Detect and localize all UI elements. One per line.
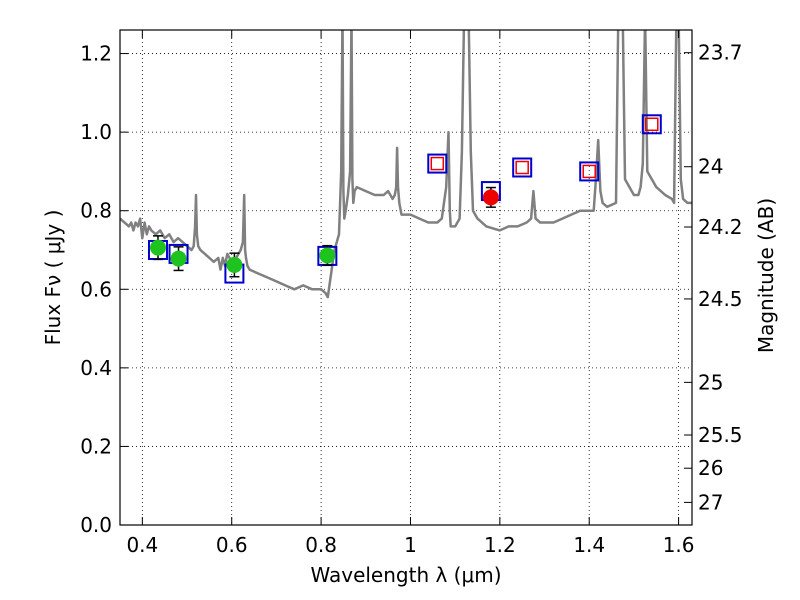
y-tick-label: 0.0: [80, 513, 112, 537]
model-photometry-square: [427, 153, 448, 174]
y2-tick-label: 26: [698, 456, 723, 480]
plot-area: [120, 30, 692, 299]
observed-point: [170, 250, 187, 267]
y2-tick-label: 24: [698, 155, 723, 179]
observed-point: [319, 247, 336, 264]
y2-tick-label: 25.5: [698, 423, 743, 447]
observed-point: [482, 189, 499, 206]
y-axis-label: Flux Fν ( μJy ): [41, 210, 65, 346]
y2-tick-label: 25: [698, 370, 723, 394]
y-tick-label: 0.6: [80, 277, 112, 301]
tick-marks: [120, 30, 692, 526]
x-tick-label: 1.2: [484, 533, 516, 557]
y2-tick-label: 23.7: [698, 41, 743, 65]
x-tick-label: 0.6: [216, 533, 248, 557]
y2-axis-label: Magnitude (AB): [754, 198, 778, 353]
upper-limit-square: [645, 117, 659, 132]
model-photometry-square: [512, 157, 533, 178]
x-tick-label: 1.6: [663, 533, 695, 557]
y-tick-label: 0.8: [80, 199, 112, 223]
x-tick-label: 0.8: [305, 533, 337, 557]
x-tick-label: 1.4: [573, 533, 605, 557]
y-tick-label: 0.4: [80, 356, 112, 380]
grid: [120, 30, 692, 526]
upper-limit-square: [582, 164, 596, 179]
model-photometry-square: [641, 114, 662, 135]
tick-labels: 0.4 0.6 0.8 1 1.2 1.4 1.6 0.0 0.2 0.4 0.6 0.8 1.0 1.2…: [80, 41, 742, 557]
y-tick-label: 0.2: [80, 434, 112, 458]
axes-frame: [119, 29, 693, 526]
x-tick-label: 0.4: [126, 533, 158, 557]
x-axis-label: Wavelength λ (μm): [310, 563, 501, 587]
y-tick-label: 1.0: [80, 120, 112, 144]
upper-limit-square: [515, 160, 529, 175]
upper-limit-square: [430, 156, 445, 171]
plot-frame: [119, 29, 693, 526]
y2-tick-label: 24.2: [698, 215, 743, 239]
spectrum-line: [120, 30, 692, 299]
observed-point: [149, 239, 166, 256]
x-tick-label: 1: [404, 533, 417, 557]
y-tick-label: 1.2: [80, 42, 112, 66]
y2-tick-label: 27: [698, 490, 723, 514]
observed-point: [226, 256, 243, 273]
model-photometry-square: [579, 161, 600, 182]
y2-tick-label: 24.5: [698, 287, 743, 311]
